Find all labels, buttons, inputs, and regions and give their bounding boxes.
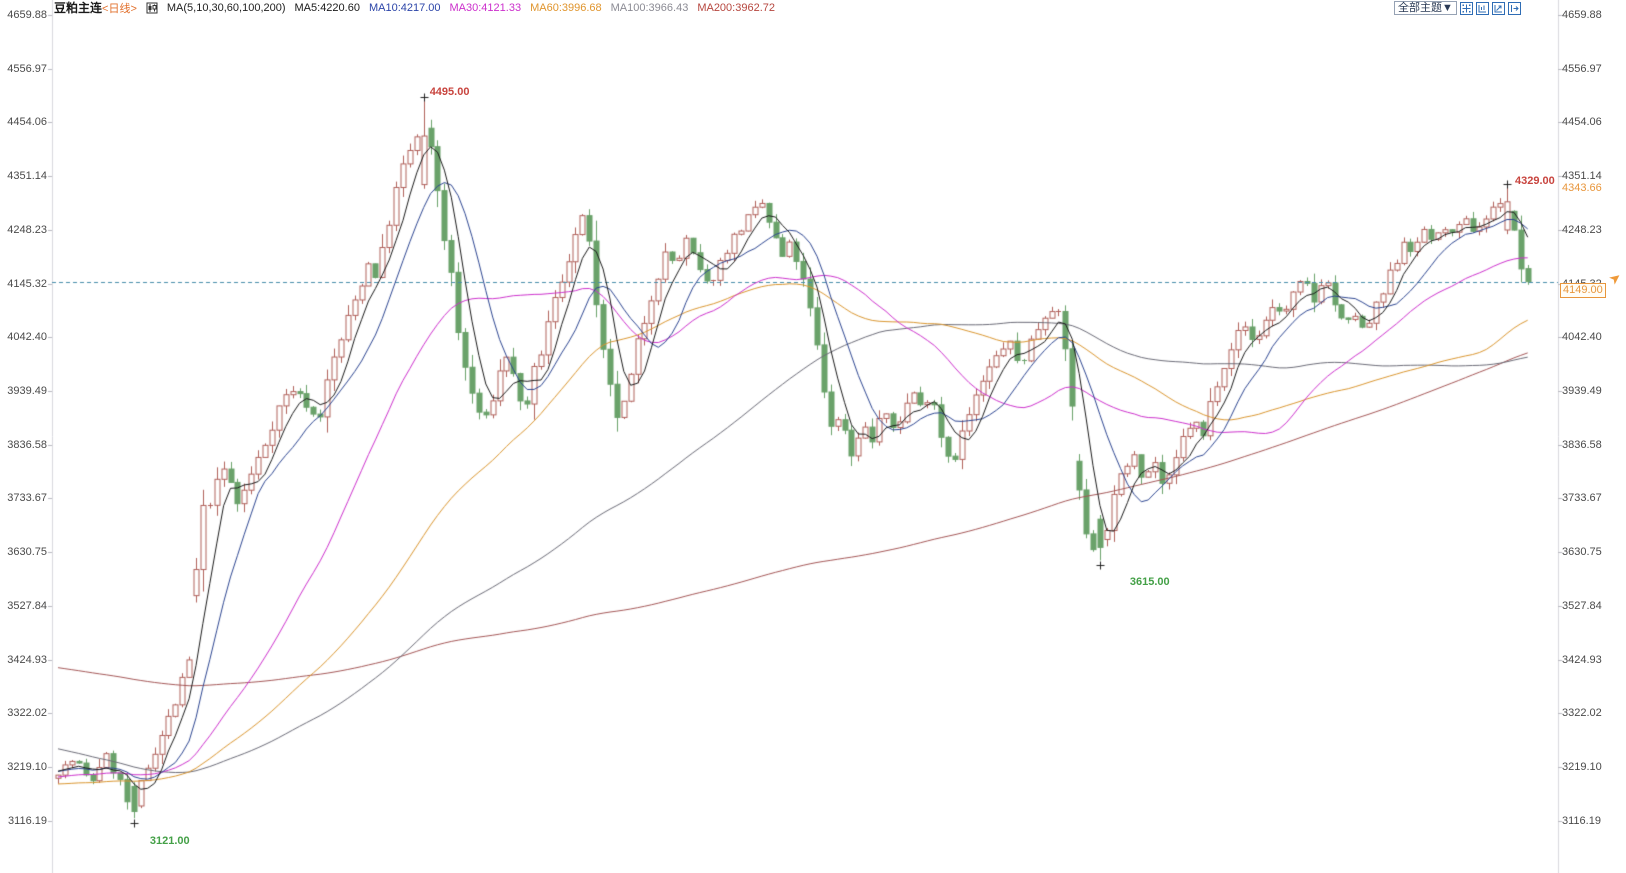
y-axis-label-left: 4145.32 (7, 277, 47, 290)
crosshair-icon[interactable] (1459, 1, 1473, 15)
y-axis-label-right: 3836.58 (1562, 438, 1602, 451)
y-axis-label-right: 3219.10 (1562, 761, 1602, 774)
ma-readout: MA5:4220.60 (294, 1, 360, 14)
pane-collapse-icon[interactable] (1507, 1, 1521, 15)
price-annotation-low: 3615.00 (1129, 576, 1170, 589)
y-axis-label-left: 3939.49 (7, 385, 47, 398)
y-axis-label-right: 3116.19 (1562, 814, 1601, 827)
y-axis-label-right: 4248.23 (1562, 223, 1602, 236)
y-axis-label-right: 3733.67 (1562, 492, 1602, 505)
price-annotation-high: 4495.00 (429, 86, 470, 99)
ma-readout: MA10:4217.00 (368, 1, 441, 14)
theme-dropdown-button[interactable]: 全部主题▼ (1394, 1, 1457, 15)
last-price-label: 4149.00 (1560, 282, 1606, 298)
y-axis-label-right: 4659.88 (1562, 9, 1602, 21)
ma-readout: MA200:3962.72 (697, 1, 775, 14)
chart-toolbar: 全部主题▼ (1394, 1, 1521, 15)
kline-indicator-icon (146, 2, 158, 13)
y-axis-label-left: 4556.97 (7, 62, 47, 75)
chart-panel-icon[interactable] (1475, 1, 1489, 15)
y-axis-label-left: 3836.58 (7, 438, 47, 451)
y-axis-label-left: 3219.10 (7, 761, 47, 774)
settlement-price-marker: 4343.66 (1562, 182, 1602, 195)
y-axis-label-right: 4042.40 (1562, 331, 1602, 344)
ma-readouts: MA5:4220.60 MA10:4217.00 MA30:4121.33 MA60:… (295, 2, 775, 14)
chart-header: 豆粕主连<日线> MA(5,10,30,60,100,200) MA5:4220… (54, 0, 775, 15)
y-axis-label-right: 3527.84 (1562, 599, 1602, 612)
y-axis-label-left: 4042.40 (7, 331, 47, 344)
indicator-params-label[interactable]: MA(5,10,30,60,100,200) (166, 1, 286, 14)
y-axis-label-right: 3424.93 (1562, 653, 1602, 666)
price-annotation-low: 3121.00 (149, 835, 190, 848)
y-axis-label-left: 4454.06 (7, 116, 47, 129)
price-annotation-high: 4329.00 (1515, 174, 1555, 187)
chart-export-icon[interactable] (1491, 1, 1505, 15)
y-axis-label-left: 4248.23 (7, 223, 47, 236)
y-axis-label-right: 3630.75 (1562, 546, 1602, 559)
y-axis-label-left: 3322.02 (7, 707, 47, 720)
instrument-name[interactable]: 豆粕主连 (54, 1, 103, 15)
ma-readout: MA30:4121.33 (449, 1, 522, 14)
y-axis-label-right: 4351.14 (1562, 170, 1602, 183)
ma-readout: MA100:3966.43 (610, 1, 689, 14)
y-axis-label-left: 3733.67 (7, 492, 47, 505)
timeframe-label[interactable]: <日线> (102, 3, 137, 15)
y-axis-label-right: 3322.02 (1562, 707, 1602, 720)
ma-readout: MA60:3996.68 (530, 1, 602, 14)
y-axis-label-left: 3424.93 (7, 653, 47, 666)
y-axis-label-left: 3116.19 (8, 814, 47, 827)
y-axis-label-right: 3939.49 (1562, 385, 1602, 398)
y-axis-label-left: 3630.75 (7, 546, 47, 559)
y-axis-label-left: 4659.88 (7, 9, 47, 21)
y-axis-label-left: 3527.84 (7, 599, 47, 612)
y-axis-label-right: 4454.06 (1562, 116, 1602, 129)
y-axis-label-left: 4351.14 (7, 170, 47, 183)
y-axis-label-right: 4556.97 (1562, 62, 1602, 75)
